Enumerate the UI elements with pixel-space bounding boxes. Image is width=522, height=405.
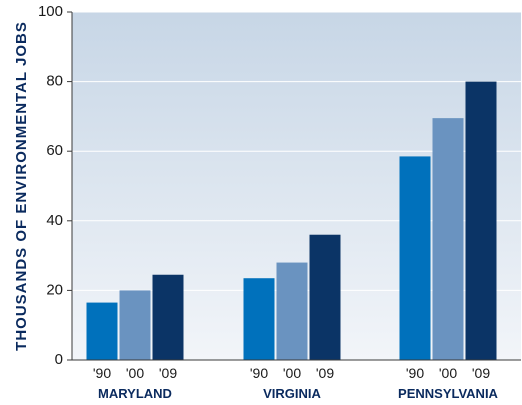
x-labels: '90 '00 '09 MARYLAND '90 '00 '09 VIRGINIA '90 '00… xyxy=(93,365,499,401)
x-tick-label: '00 xyxy=(283,365,301,381)
x-tick-label: '90 xyxy=(250,365,268,381)
y-tick-label: 60 xyxy=(46,142,63,159)
bar-virginia-2 xyxy=(310,235,341,360)
bar-virginia-1 xyxy=(277,263,308,360)
y-tick-label: 0 xyxy=(55,351,63,368)
y-axis-label: THOUSANDS OF ENVIRONMENTAL JOBS xyxy=(13,21,30,351)
x-tick-label: '09 xyxy=(316,365,334,381)
bar-maryland-1 xyxy=(120,290,151,360)
y-tick-label: 40 xyxy=(46,212,63,229)
x-tick-label: '90 xyxy=(93,365,111,381)
bar-maryland-0 xyxy=(87,303,118,360)
group-label: PENNSYLVANIA xyxy=(398,386,499,401)
bar-pennsylvania-2 xyxy=(466,82,497,360)
bar-pennsylvania-0 xyxy=(400,156,431,360)
x-tick-label: '00 xyxy=(439,365,457,381)
x-tick-label: '09 xyxy=(472,365,490,381)
group-label: MARYLAND xyxy=(98,386,172,401)
y-tick-label: 20 xyxy=(46,281,63,298)
y-tick-labels: 0 20 40 60 80 100 xyxy=(38,3,72,368)
y-tick-label: 100 xyxy=(38,3,63,20)
bar-pennsylvania-1 xyxy=(433,118,464,360)
y-tick-label: 80 xyxy=(46,73,63,90)
bar-virginia-0 xyxy=(244,278,275,360)
bar-maryland-2 xyxy=(153,275,184,360)
x-tick-label: '09 xyxy=(159,365,177,381)
x-tick-label: '90 xyxy=(406,365,424,381)
group-label: VIRGINIA xyxy=(263,386,321,401)
x-tick-label: '00 xyxy=(126,365,144,381)
